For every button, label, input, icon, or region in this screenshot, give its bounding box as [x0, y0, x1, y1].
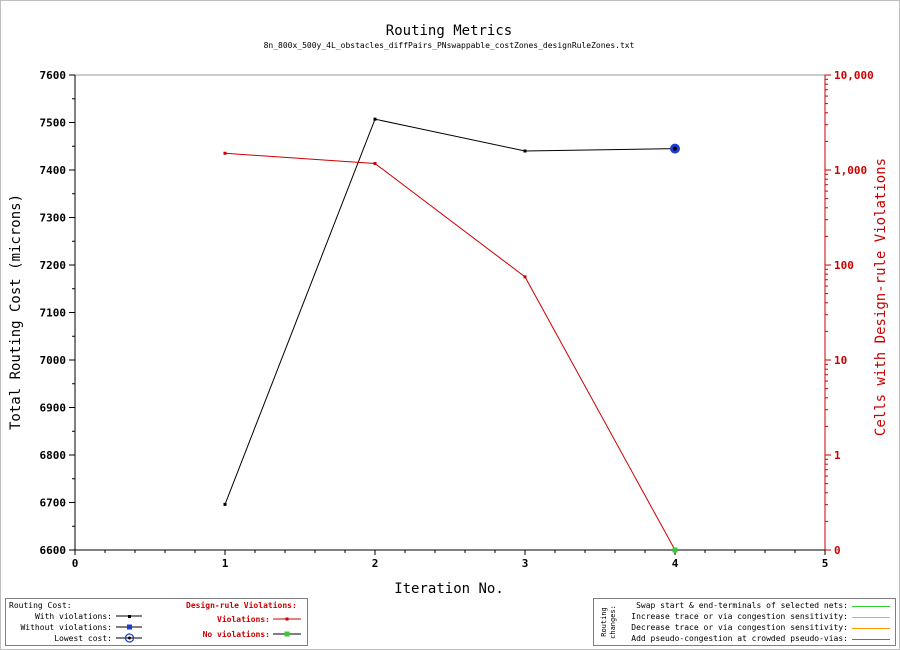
- y2-tick-label: 0: [834, 544, 841, 557]
- y-tick-label: 6700: [40, 497, 67, 510]
- y-tick-label: 7600: [40, 69, 67, 82]
- legend-no-violations-label: No violations:: [202, 630, 270, 639]
- chart-subtitle: 8n_800x_500y_4L_obstacles_diffPairs_PNsw…: [264, 41, 635, 50]
- x-axis-label: Iteration No.: [394, 581, 504, 597]
- legend-without-violations-label: Without violations:: [20, 623, 112, 632]
- data-point-routing-cost: [373, 117, 377, 121]
- y-tick-label: 7300: [40, 212, 67, 225]
- legend-violations-marker: [285, 617, 289, 621]
- legend-routing-change-label: Add pseudo-congestion at crowded pseudo-…: [631, 634, 848, 643]
- legend-routing-change-label: Increase trace or via congestion sensiti…: [631, 612, 848, 621]
- legend-side-label-2: changes:: [609, 605, 617, 639]
- legend-left-drv-swatches: [273, 617, 301, 637]
- y-axis-label: Total Routing Cost (microns): [8, 194, 24, 430]
- series-layer: [223, 117, 680, 553]
- y2-axis-label: Cells with Design-rule Violations: [873, 158, 889, 436]
- legend-drv-header: Design-rule Violations:: [186, 601, 297, 610]
- y-tick-label: 6800: [40, 449, 67, 462]
- legend-routing-change-swatch: [852, 617, 890, 618]
- lowest-cost-marker-center: [673, 146, 677, 151]
- x-tick-label: 3: [522, 557, 529, 570]
- data-point-routing-cost: [523, 149, 527, 153]
- legend-with-violations-label: With violations:: [34, 612, 112, 621]
- legend-routing-change-label: Swap start & end-terminals of selected n…: [636, 601, 848, 610]
- y2-tick-label: 10: [834, 354, 847, 367]
- series-line-violations: [224, 152, 676, 551]
- data-point-violations: [523, 275, 527, 279]
- legend-with-violations-marker: [128, 615, 131, 618]
- legend-lowest-cost-label: Lowest cost:: [54, 634, 112, 643]
- y-tick-label: 6900: [40, 402, 67, 415]
- x-tick-label: 5: [822, 557, 829, 570]
- y2-tick-label: 100: [834, 259, 854, 272]
- series-line-routing-cost: [224, 118, 676, 505]
- no-violation-marker: [672, 547, 678, 553]
- y-tick-label: 7400: [40, 164, 67, 177]
- x-tick-label: 2: [372, 557, 379, 570]
- legend-without-violations-marker: [127, 624, 132, 630]
- legend-routing-change-swatch: [852, 606, 890, 607]
- legend-violations-label: Violations:: [217, 615, 270, 624]
- x-tick-label: 4: [672, 557, 679, 570]
- y-tick-label: 6600: [40, 544, 67, 557]
- legend-routing-change-swatch: [852, 639, 890, 640]
- chart-title: Routing Metrics: [386, 23, 512, 39]
- legend-routing-change-label: Decrease trace or via congestion sensiti…: [631, 623, 848, 632]
- y-tick-label: 7000: [40, 354, 67, 367]
- y-tick-label: 7500: [40, 117, 67, 130]
- ticks-layer: 0 1 2 3 4 5 6600 6700 6800 6900 7000 7100 7200 7300 74…: [40, 69, 874, 570]
- legend-routing-cost-header: Routing Cost:: [9, 601, 72, 610]
- x-tick-label: 1: [222, 557, 229, 570]
- y-tick-label: 7100: [40, 307, 67, 320]
- legend-left: Routing Cost: With violations: Without v…: [5, 598, 308, 646]
- data-point-routing-cost: [223, 502, 227, 506]
- y2-tick-label: 1,000: [834, 164, 867, 177]
- y-tick-label: 7200: [40, 259, 67, 272]
- legend-routing-change-swatch: [852, 628, 890, 629]
- data-point-violations: [223, 151, 227, 155]
- legend-no-violations-marker: [284, 631, 290, 637]
- legend-left-cost-swatches: [116, 615, 142, 643]
- legend-side-label-1: Routing: [600, 607, 608, 637]
- legend-lowest-cost-marker: [124, 633, 135, 643]
- axes-layer: [74, 74, 826, 551]
- x-tick-label: 0: [72, 557, 79, 570]
- legend-right: Routing changes: Swap start & end-termin…: [593, 598, 896, 646]
- y2-tick-label: 10,000: [834, 69, 874, 82]
- data-point-violations: [373, 162, 377, 166]
- y2-tick-label: 1: [834, 449, 841, 462]
- legend-routing-changes-side-label: Routing changes:: [600, 605, 617, 639]
